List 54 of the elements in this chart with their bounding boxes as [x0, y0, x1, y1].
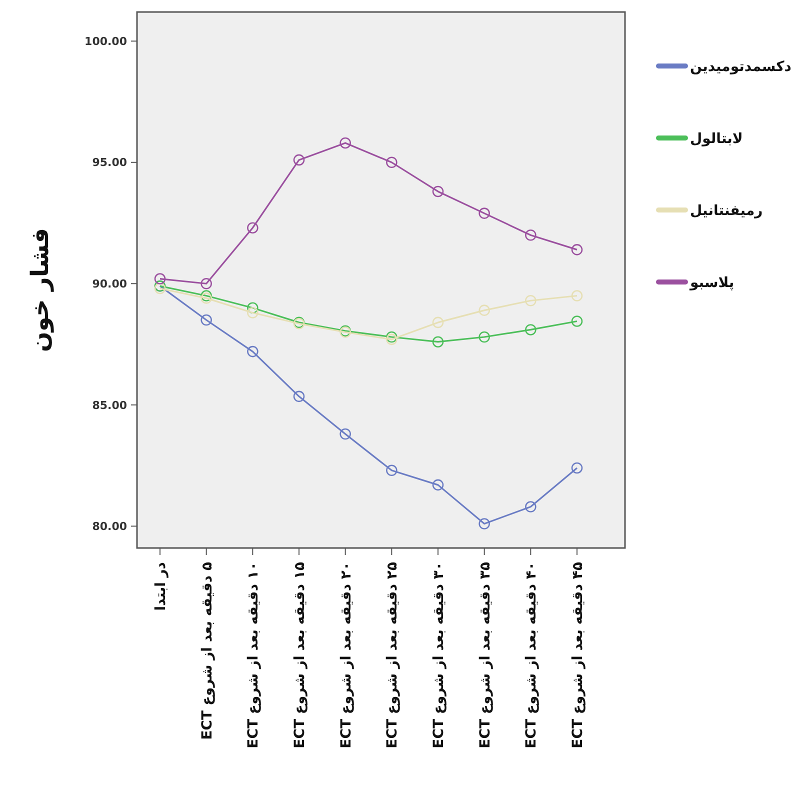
point — [154, 282, 166, 294]
x-tick-label: ۳۰ دقیقه بعد از شروع ECT — [431, 562, 447, 748]
x-tick-label: ۴۰ دقیقه بعد از شروع ECT — [524, 562, 540, 748]
point — [386, 156, 398, 168]
point — [154, 273, 166, 284]
legend-label: پلاسبو — [689, 274, 734, 291]
point — [200, 314, 212, 326]
point — [571, 316, 583, 327]
x-tick-label: در ابتدا — [153, 562, 169, 611]
point — [478, 331, 490, 343]
point — [525, 501, 536, 512]
point — [340, 428, 351, 440]
point — [432, 479, 444, 491]
point — [525, 229, 536, 241]
legend-label: رمیفنتانیل — [690, 202, 763, 219]
point — [293, 154, 305, 166]
point — [200, 292, 212, 304]
legend-label: دکسمدتومیدین — [690, 58, 792, 75]
y-tick-label: 95.00 — [92, 156, 128, 170]
point — [200, 278, 212, 290]
point — [478, 304, 490, 316]
y-tick-label: 80.00 — [92, 520, 128, 534]
point — [247, 307, 258, 318]
point — [247, 302, 258, 314]
point — [200, 290, 212, 302]
point — [432, 186, 444, 198]
x-tick-label: ۲۰ دقیقه بعد از شروع ECT — [338, 562, 354, 748]
point — [478, 208, 490, 219]
point — [478, 518, 490, 530]
point — [432, 336, 444, 348]
point — [571, 462, 583, 474]
y-axis-title: فشار خون — [26, 228, 54, 352]
point — [247, 346, 258, 358]
x-tick-label: ۳۵ دقیقه بعد از شروع ECT — [477, 562, 494, 748]
y-tick-label: 90.00 — [92, 277, 128, 290]
x-tick-label: ۱۵ دقیقه بعد از شروع ECT — [292, 562, 308, 748]
point — [525, 294, 536, 306]
point — [293, 390, 305, 402]
point — [571, 244, 583, 256]
point — [340, 137, 351, 149]
x-tick-label: ۲۵ دقیقه بعد از شروع ECT — [384, 562, 401, 748]
point — [571, 290, 583, 302]
x-tick-label: ۱۰ دقیقه بعد از شروع ECT — [246, 562, 262, 748]
x-tick-label: ۵ دقیقه بعد از شروع ECT — [199, 562, 216, 740]
y-tick-label: 100.00 — [84, 34, 128, 48]
legend-label: لابتالول — [690, 130, 743, 147]
point — [432, 316, 444, 328]
x-tick-label: ۴۵ دقیقه بعد از شروع ECT — [570, 562, 586, 748]
point — [386, 331, 398, 343]
point — [247, 222, 258, 234]
y-tick-label: 85.00 — [92, 398, 128, 412]
point — [386, 464, 398, 476]
point — [525, 324, 536, 336]
point — [386, 334, 398, 346]
